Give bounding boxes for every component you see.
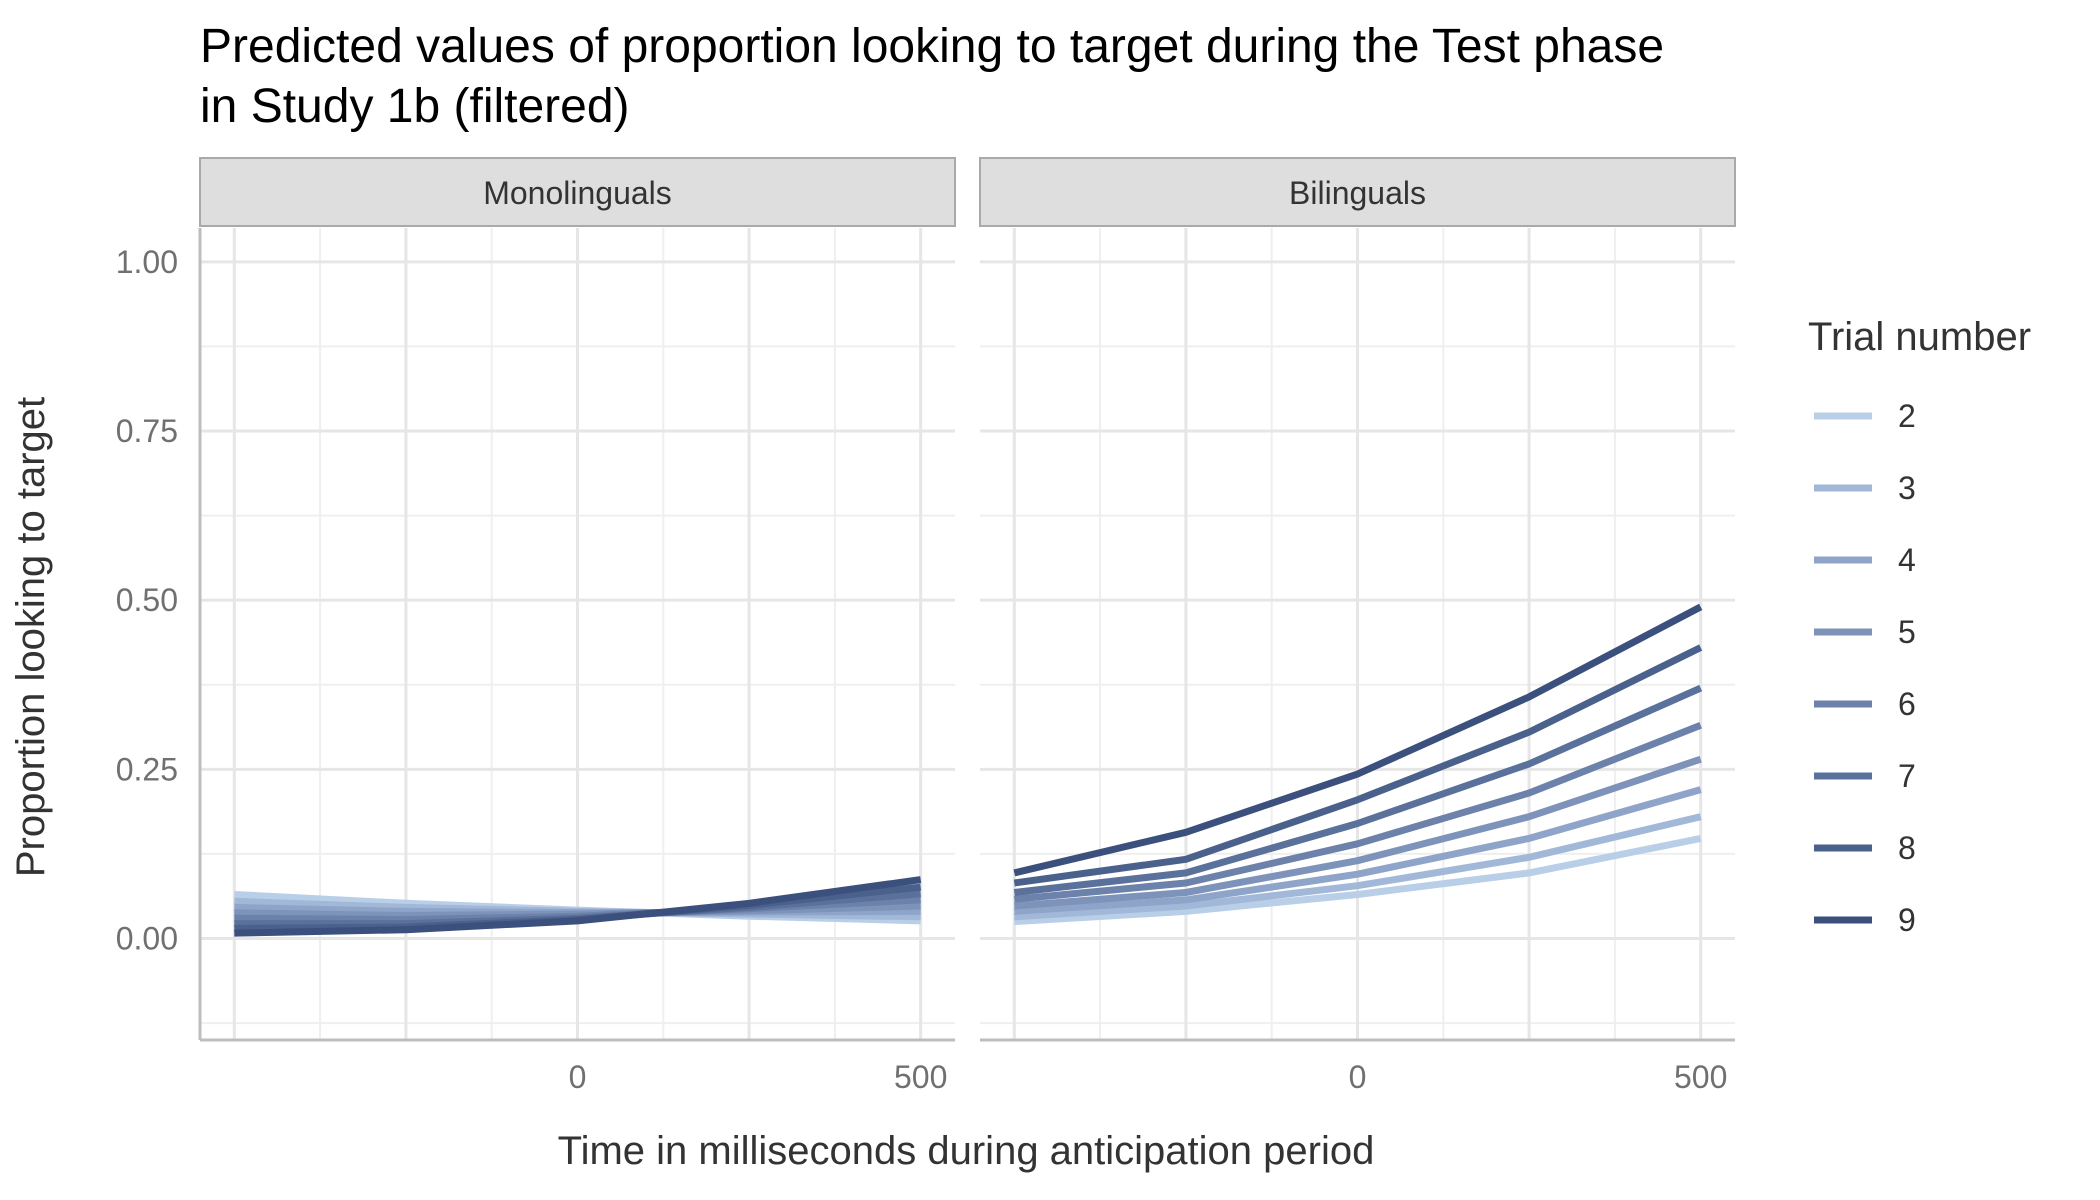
series-line-trial-9: [1013, 603, 1703, 877]
legend-label: 3: [1898, 470, 1916, 506]
series-line-trial-6: [1013, 722, 1702, 903]
facet-panels: Monolinguals 0 500 Bilinguals 0 500: [198, 157, 1736, 1095]
legend-label: 7: [1898, 758, 1916, 794]
legend-label: 2: [1898, 398, 1916, 434]
x-tick-label: 0: [1349, 1059, 1367, 1095]
y-tick-label: 0.25: [116, 751, 178, 787]
legend-item: 7: [1814, 758, 1916, 794]
facet-strip-label: Monolinguals: [483, 175, 672, 211]
x-tick-label: 500: [894, 1059, 947, 1095]
facet-strip-label: Bilinguals: [1289, 175, 1426, 211]
legend-item: 9: [1814, 902, 1916, 938]
facet-strip: [979, 157, 1736, 227]
chart-title-line: Predicted values of proportion looking t…: [200, 20, 1664, 73]
series-line-trial-5: [1014, 755, 1702, 910]
legend-item: 4: [1814, 542, 1916, 578]
series-line-trial-3: [1014, 813, 1702, 921]
series-line-trial-7: [1013, 684, 1703, 896]
x-tick-label: 500: [1674, 1059, 1727, 1095]
chart-title: Predicted values of proportion looking t…: [200, 20, 1664, 133]
legend-label: 9: [1898, 902, 1916, 938]
series-line-trial-9: [234, 876, 922, 937]
x-axis-title: Time in milliseconds during anticipation…: [558, 1129, 1375, 1173]
series-line-trial-2: [1014, 834, 1702, 926]
facet-panel: Monolinguals 0 500: [198, 157, 956, 1095]
y-tick-label: 0.00: [116, 921, 178, 957]
y-tick-label: 0.50: [116, 582, 178, 618]
y-axis-title: Proportion looking to target: [9, 397, 53, 877]
y-axis: 0.00 0.25 0.50 0.75 1.00: [116, 244, 178, 957]
series-line-trial-4: [1014, 786, 1702, 915]
series-line-trial-8: [1013, 644, 1703, 887]
legend-item: 2: [1814, 398, 1916, 434]
legend-item: 8: [1814, 830, 1916, 866]
legend: Trial number 2 3 4 5 6 7 8 9: [1808, 315, 2031, 938]
legend-item: 5: [1814, 614, 1916, 650]
y-tick-label: 0.75: [116, 413, 178, 449]
chart-title-line: in Study 1b (filtered): [200, 80, 630, 133]
legend-label: 4: [1898, 542, 1916, 578]
legend-item: 3: [1814, 470, 1916, 506]
y-tick-label: 1.00: [116, 244, 178, 280]
facet-strip: [199, 157, 956, 227]
legend-label: 8: [1898, 830, 1916, 866]
legend-item: 6: [1814, 686, 1916, 722]
legend-label: 6: [1898, 686, 1916, 722]
x-tick-label: 0: [569, 1059, 587, 1095]
legend-title: Trial number: [1808, 315, 2031, 359]
facet-panel: Bilinguals 0 500: [979, 157, 1736, 1095]
legend-label: 5: [1898, 614, 1916, 650]
